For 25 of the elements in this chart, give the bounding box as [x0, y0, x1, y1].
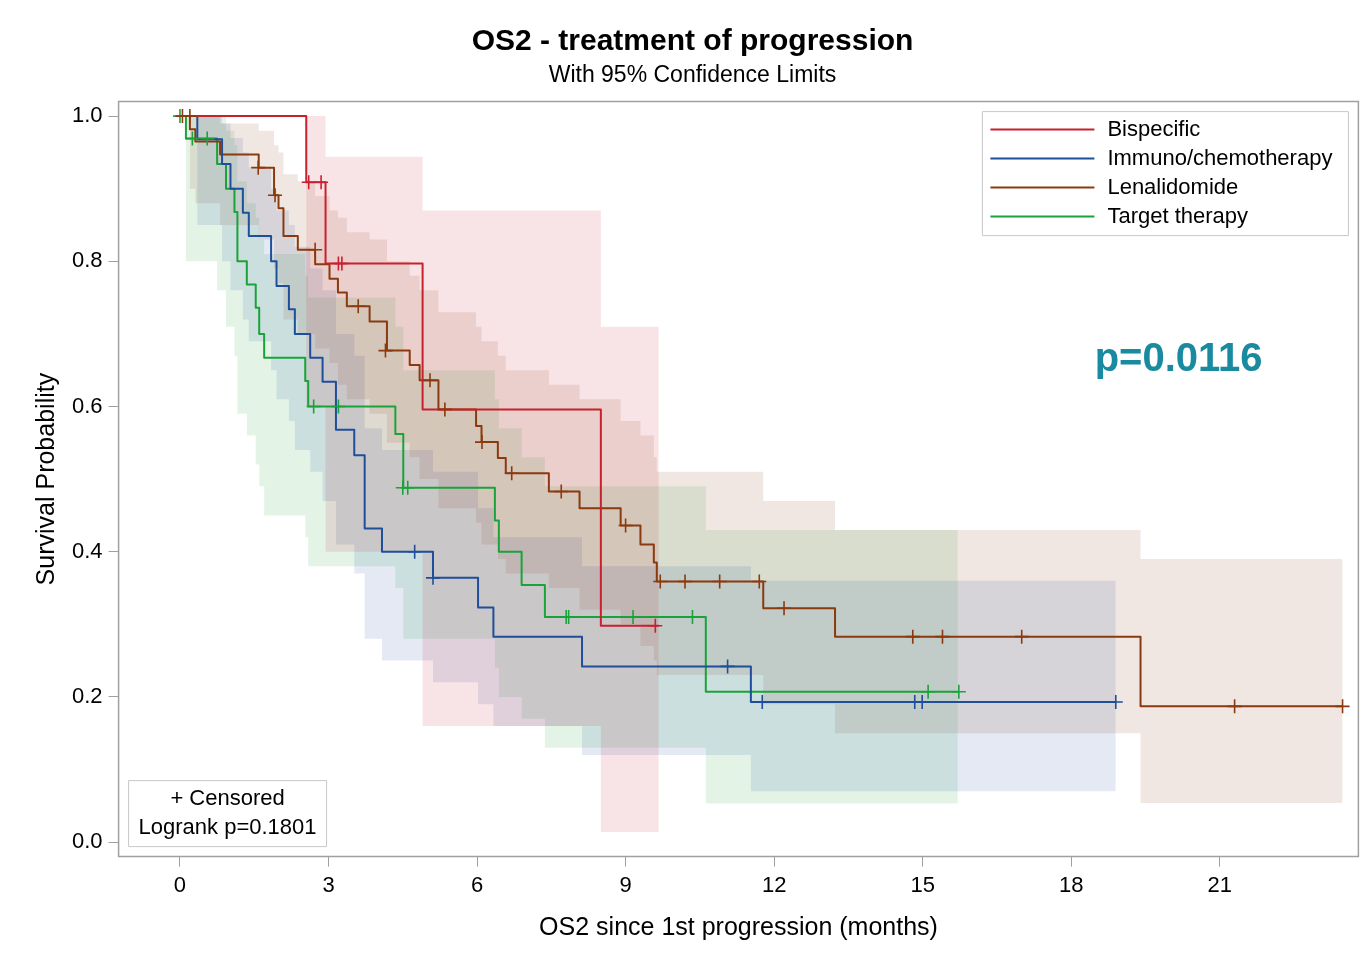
x-tick-label: 0	[173, 871, 187, 897]
annotation: Logrank p=0.1801	[138, 813, 317, 839]
x-tick-label: 9	[619, 871, 632, 897]
legend-label: Target therapy	[1107, 202, 1249, 228]
y-tick-label: 0.8	[71, 247, 103, 273]
y-tick-label: 0.2	[71, 682, 103, 708]
x-tick-label: 12	[761, 871, 787, 897]
x-tick-label: 21	[1207, 871, 1232, 897]
y-axis-title: Survival Probability	[30, 372, 59, 586]
legend-label: Bispecific	[1107, 115, 1201, 141]
x-tick-label: 3	[322, 871, 335, 897]
y-tick-label: 0.0	[71, 828, 103, 854]
y-tick-label: 0.6	[71, 392, 103, 418]
legend-label: Lenalidomide	[1107, 173, 1239, 199]
x-tick-label: 18	[1058, 871, 1084, 897]
y-tick-label: 0.4	[71, 537, 103, 563]
legend-label: Immuno/chemotherapy	[1107, 144, 1333, 170]
chart-subtitle: With 95% Confidence Limits	[548, 61, 837, 88]
annotation: + Censored	[170, 784, 285, 810]
y-tick-label: 1.0	[71, 102, 103, 128]
x-tick-label: 15	[910, 871, 935, 897]
x-axis-title: OS2 since 1st progression (months)	[539, 911, 938, 940]
chart-title: OS2 - treatment of progression	[471, 23, 914, 57]
x-tick-label: 6	[470, 871, 484, 897]
annotation: p=0.0116	[1094, 334, 1263, 379]
